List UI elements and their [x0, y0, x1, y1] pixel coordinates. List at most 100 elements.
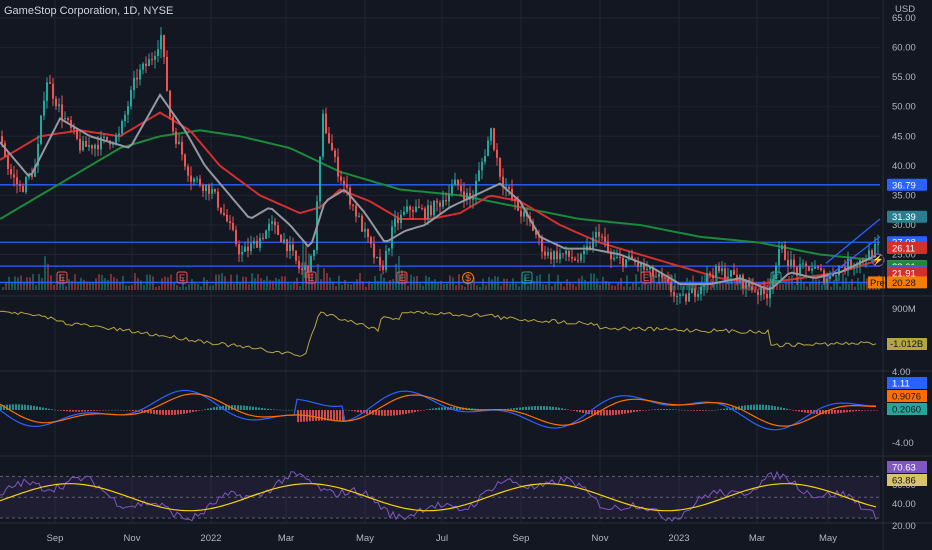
candle-body	[667, 278, 669, 282]
chart-title: GameStop Corporation, 1D, NYSE	[4, 5, 174, 17]
candle-body	[565, 250, 567, 255]
macd-histogram-bar	[315, 410, 317, 421]
volume-bar	[227, 283, 229, 290]
macd-histogram-bar	[93, 410, 95, 411]
rsi-ma-line	[0, 483, 877, 512]
volume-bar	[731, 279, 733, 290]
macd-histogram-bar	[378, 410, 380, 416]
volume-bar	[104, 278, 106, 290]
macd-histogram-bar	[594, 410, 596, 415]
volume-bar	[158, 285, 160, 290]
candle-body	[253, 240, 255, 244]
candle-body	[646, 269, 648, 271]
volume-bar	[758, 285, 760, 290]
rsi-value-box	[887, 461, 927, 473]
macd-histogram-bar	[81, 410, 83, 412]
candle-body	[574, 258, 576, 261]
macd-histogram-bar	[285, 409, 287, 411]
candle-body	[343, 180, 345, 185]
candle-body	[721, 268, 723, 272]
volume-bar	[239, 282, 241, 290]
volume-bar	[380, 273, 382, 290]
candle-body	[868, 250, 870, 261]
macd-histogram-bar	[417, 410, 419, 412]
candle-body	[157, 49, 159, 56]
macd-histogram-bar	[678, 409, 680, 411]
volume-bar	[386, 282, 388, 290]
volume-bar	[383, 277, 385, 290]
earnings-marker	[770, 271, 782, 284]
channel-line-lower	[825, 236, 881, 279]
candle-body	[829, 273, 831, 279]
candle-body	[856, 265, 858, 267]
volume-bar	[17, 277, 19, 290]
volume-bar	[248, 284, 250, 290]
candle-body	[91, 145, 93, 149]
macd-histogram-bar	[654, 409, 656, 410]
candle-body	[301, 268, 303, 271]
candle-body	[370, 237, 372, 244]
candle-body	[340, 176, 342, 181]
earnings-marker-label: E	[308, 273, 314, 284]
macd-histogram-bar	[600, 410, 602, 416]
candle-body	[718, 265, 720, 272]
macd-histogram-bar	[261, 407, 263, 410]
candle-body	[814, 266, 816, 269]
obv-value-box	[887, 338, 927, 350]
volume-bar	[272, 280, 274, 290]
macd-histogram-bar	[522, 407, 524, 410]
candle-body	[481, 161, 483, 171]
candle-body	[649, 266, 651, 270]
candle-body	[37, 143, 39, 166]
candle-body	[673, 291, 675, 297]
volume-bar	[830, 286, 832, 290]
macd-histogram-bar	[570, 410, 572, 411]
macd-histogram-bar	[561, 408, 563, 410]
candle-body	[355, 205, 357, 217]
volume-bar	[524, 277, 526, 290]
volume-bar	[80, 277, 82, 290]
volume-bar	[641, 284, 643, 290]
macd-histogram-bar	[171, 410, 173, 415]
volume-bar	[845, 277, 847, 290]
macd-histogram-bar	[840, 410, 842, 413]
candle-body	[124, 114, 126, 122]
time-tick-label: May	[819, 533, 837, 544]
candle-body	[262, 237, 264, 239]
candle-body	[73, 127, 75, 130]
candle-body	[760, 286, 762, 296]
macd-histogram-bar	[705, 410, 707, 411]
volume-bar	[491, 279, 493, 290]
volume-bar	[53, 284, 55, 290]
macd-histogram-bar	[750, 404, 752, 410]
volume-bar	[203, 277, 205, 290]
volume-bar	[647, 284, 649, 290]
lightning-icon-glyph: ⚡	[872, 254, 884, 266]
macd-histogram-bar	[174, 410, 176, 415]
macd-histogram-bar	[795, 410, 797, 411]
volume-bar	[413, 276, 415, 290]
macd-histogram-bar	[207, 408, 209, 410]
macd-histogram-bar	[723, 408, 725, 410]
candle-body	[766, 293, 768, 299]
macd-histogram-bar	[135, 410, 137, 412]
candle-body	[796, 267, 798, 276]
volume-bar	[65, 286, 67, 290]
volume-bar	[533, 281, 535, 290]
candle-body	[217, 191, 219, 208]
macd-histogram-bar	[102, 410, 104, 411]
macd-histogram-bar	[852, 410, 854, 412]
macd-histogram-bar	[270, 409, 272, 410]
candle-body	[259, 237, 261, 248]
macd-histogram-bar	[117, 409, 119, 411]
macd-histogram-bar	[780, 407, 782, 410]
macd-histogram-bar	[576, 410, 578, 412]
candle-body	[607, 241, 609, 252]
macd-histogram-bar	[615, 410, 617, 415]
candle-body	[838, 266, 840, 276]
volume-bar	[554, 283, 556, 290]
candle-body	[205, 184, 207, 192]
volume-bar	[485, 285, 487, 290]
